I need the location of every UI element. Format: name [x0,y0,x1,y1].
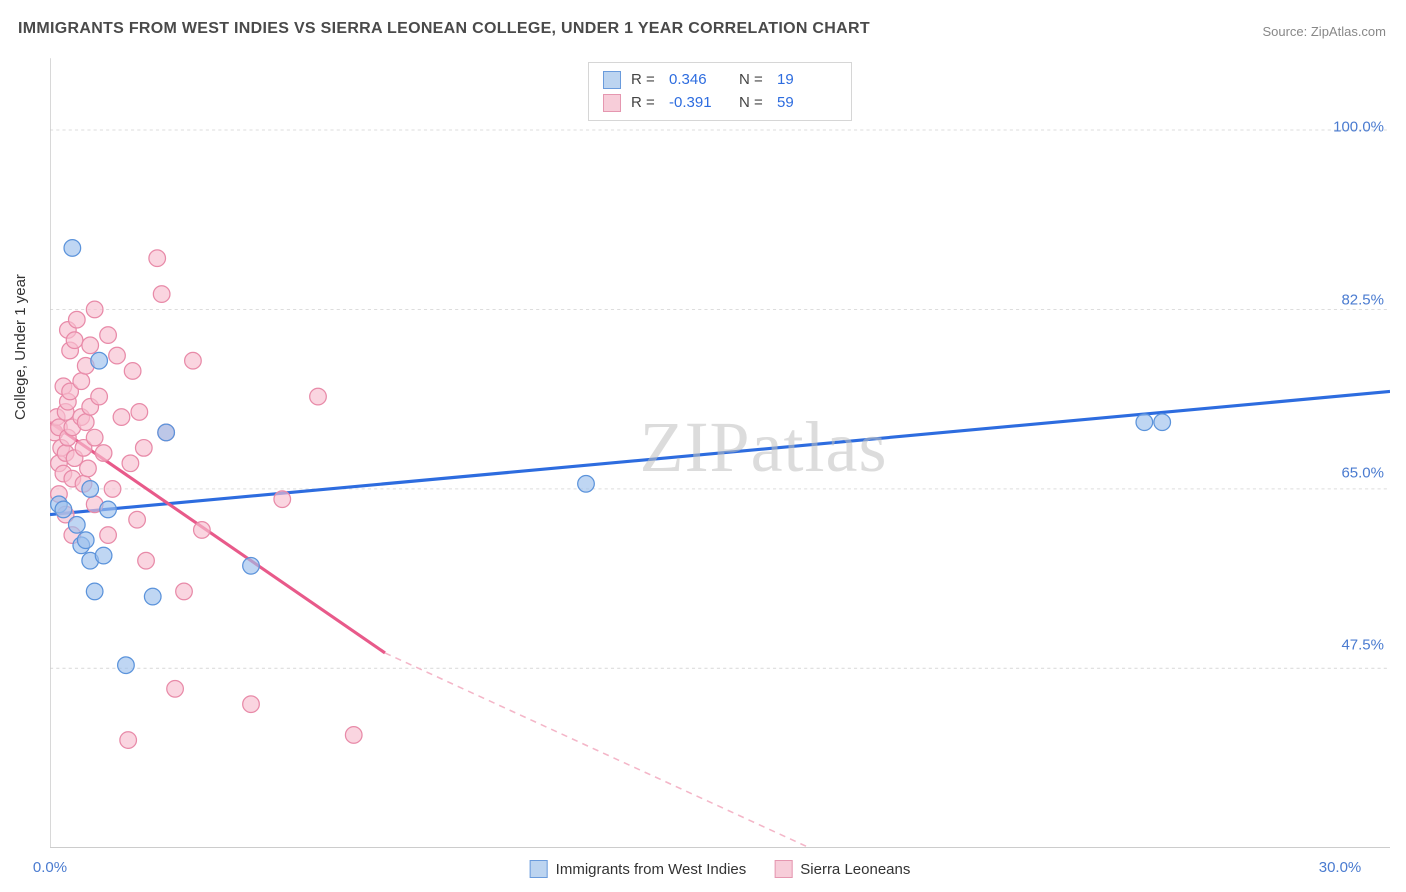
legend-swatch-pink [603,94,621,112]
source-value: ZipAtlas.com [1311,24,1386,39]
legend-swatch-blue-icon [530,860,548,878]
x-tick-label: 30.0% [1319,859,1362,876]
y-tick-label: 65.0% [1341,464,1384,481]
legend-row-pink: R = -0.391 N = 59 [603,92,837,115]
legend-r-value-blue: 0.346 [669,69,729,92]
y-axis-label: College, Under 1 year [12,274,29,420]
legend-item-pink: Sierra Leoneans [774,860,910,878]
legend-item-blue: Immigrants from West Indies [530,860,747,878]
series-legend: Immigrants from West Indies Sierra Leone… [530,860,911,878]
scatter-plot [50,58,1390,848]
legend-r-label: R = [631,92,659,115]
chart-title: IMMIGRANTS FROM WEST INDIES VS SIERRA LE… [18,20,870,38]
legend-row-blue: R = 0.346 N = 19 [603,69,837,92]
y-tick-label: 47.5% [1341,637,1384,654]
legend-n-label: N = [739,92,767,115]
y-tick-label: 82.5% [1341,291,1384,308]
legend-r-label: R = [631,69,659,92]
legend-r-value-pink: -0.391 [669,92,729,115]
correlation-legend: R = 0.346 N = 19 R = -0.391 N = 59 [588,62,852,121]
y-tick-label: 100.0% [1333,119,1384,136]
legend-n-label: N = [739,69,767,92]
legend-n-value-pink: 59 [777,92,837,115]
legend-swatch-blue [603,71,621,89]
source-attribution: Source: ZipAtlas.com [1262,24,1386,39]
chart-area: ZIPatlas R = 0.346 N = 19 R = -0.391 N =… [50,58,1390,848]
legend-label-blue: Immigrants from West Indies [556,861,747,878]
legend-swatch-pink-icon [774,860,792,878]
source-label: Source: [1262,24,1310,39]
x-tick-label: 0.0% [33,859,67,876]
legend-label-pink: Sierra Leoneans [800,861,910,878]
legend-n-value-blue: 19 [777,69,837,92]
